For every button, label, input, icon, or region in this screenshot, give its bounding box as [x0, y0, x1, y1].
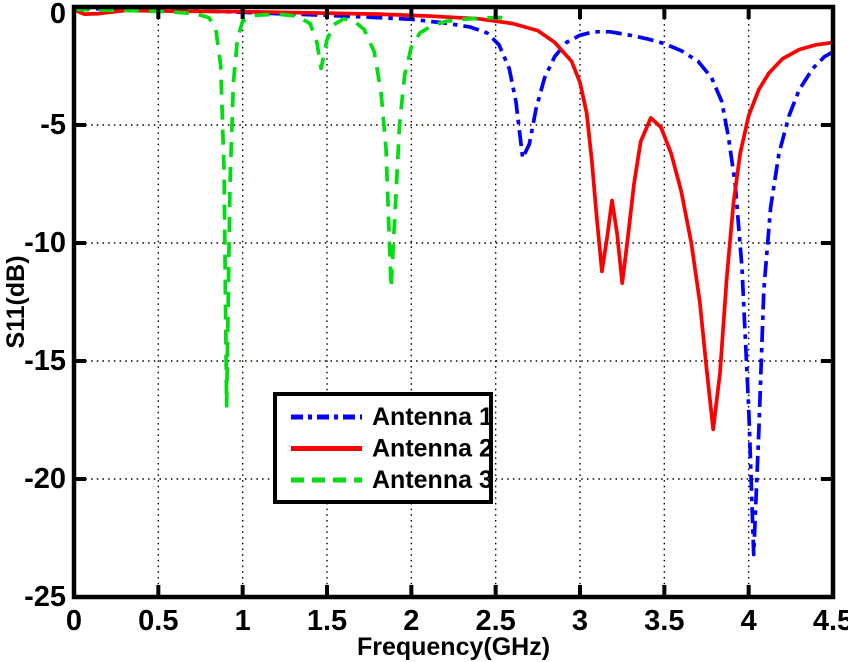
- y-tick-label: -25: [24, 581, 66, 613]
- y-tick-label: -5: [40, 109, 66, 141]
- legend: Antenna 1 Antenna 2 Antenna 3: [273, 392, 493, 504]
- series-antenna-2: [73, 8, 834, 432]
- x-tick-label: 3: [572, 605, 588, 637]
- y-tick-label: -20: [24, 463, 66, 495]
- y-tick-label: -10: [24, 227, 66, 259]
- axis-box: [71, 4, 836, 600]
- legend-label: Antenna 3: [372, 466, 493, 494]
- x-axis-label: Frequency(GHz): [357, 633, 550, 661]
- x-tick-label: 1: [235, 605, 251, 637]
- y-tick-label: -15: [24, 345, 66, 377]
- y-axis-label: S11(dB): [2, 255, 30, 348]
- series-antenna-3: [73, 7, 505, 408]
- x-tick-label: 4: [741, 605, 757, 637]
- x-tick-label: 3.5: [644, 605, 684, 637]
- x-tick-label: 0.5: [138, 605, 178, 637]
- x-tick-label: 4.5: [813, 605, 848, 637]
- legend-label: Antenna 2: [372, 435, 493, 463]
- x-tick-label: 1.5: [307, 605, 347, 637]
- y-tick-label: 0: [50, 0, 66, 30]
- tick-marks: [72, 5, 835, 599]
- x-tick-label: 2.5: [476, 605, 516, 637]
- legend-label: Antenna 1: [372, 403, 493, 431]
- x-tick-label: 0: [66, 605, 82, 637]
- x-tick-labels: 0 0.5 1 1.5 2 2.5 3 3.5 4 4.5: [66, 605, 848, 637]
- y-tick-labels: 0 -5 -10 -15 -20 -25: [24, 0, 66, 613]
- x-tick-label: 2: [403, 605, 419, 637]
